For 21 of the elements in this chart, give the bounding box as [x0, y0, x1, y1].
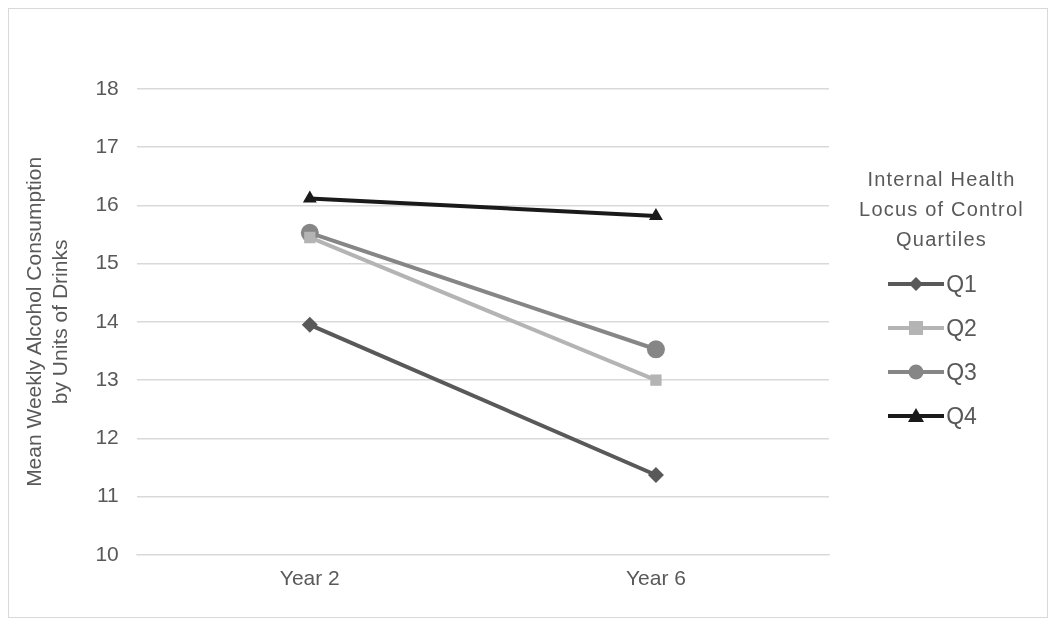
x-tick-label: Year 2	[279, 566, 340, 590]
y-tick-label: 15	[95, 250, 119, 274]
y-tick-label: 13	[95, 366, 119, 390]
legend-title: Internal Health Locus of Control Quartiles	[858, 167, 1025, 252]
legend-label: Q2	[946, 314, 977, 342]
point	[646, 340, 665, 359]
legend-label: Q1	[946, 270, 977, 298]
point	[647, 467, 664, 484]
point	[301, 316, 318, 333]
y-tick-label: 16	[95, 192, 119, 216]
x-tick-label: Year 6	[625, 566, 686, 590]
legend-label: Q4	[946, 402, 977, 430]
y-tick-label: 12	[95, 425, 119, 449]
y-tick-label: 14	[95, 308, 120, 332]
y-tick-label: 17	[95, 134, 119, 158]
legend-label: Q3	[946, 358, 977, 386]
y-tick-label: 10	[95, 541, 119, 565]
y-tick-label: 18	[95, 75, 119, 99]
point	[650, 374, 662, 386]
y-axis-title: Mean Weekly Alcohol Consumption by Units of Drinks	[22, 156, 71, 487]
y-tick-label: 11	[96, 483, 119, 507]
